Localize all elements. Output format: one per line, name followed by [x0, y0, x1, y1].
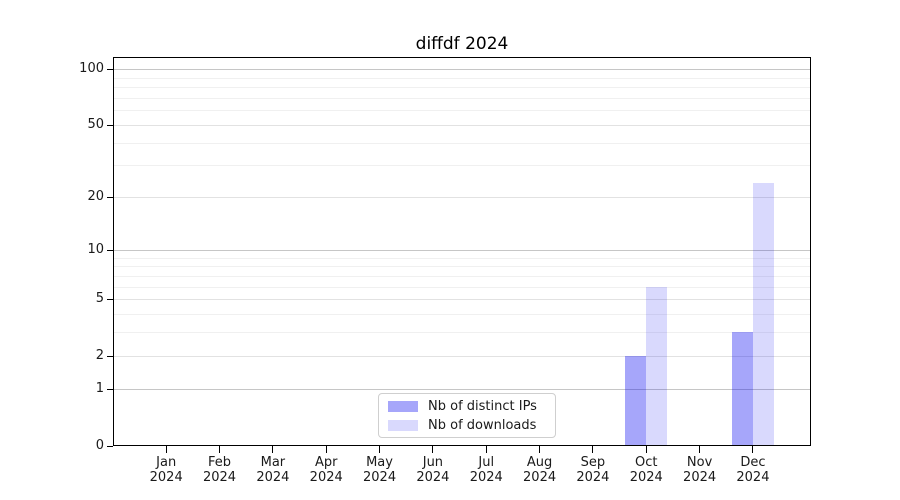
ytick-mark-10	[107, 249, 113, 251]
xtick-label-oct: Oct 2024	[614, 455, 678, 485]
gridline-y-7	[114, 275, 810, 277]
xtick-mark-jan	[165, 446, 167, 453]
bar-distinct-ips-dec	[731, 332, 753, 445]
ytick-mark-20	[107, 197, 113, 199]
legend: Nb of distinct IPs Nb of downloads	[378, 393, 556, 438]
xtick-label-nov: Nov 2024	[668, 455, 732, 485]
legend-label-downloads: Nb of downloads	[428, 417, 537, 433]
ytick-mark-0	[107, 445, 113, 447]
xtick-text: Mar	[260, 455, 286, 470]
xtick-text: 2024	[149, 470, 183, 485]
gridline-y-2	[114, 355, 810, 357]
xtick-mark-sep	[592, 446, 594, 453]
xtick-text: 2024	[629, 470, 663, 485]
xtick-label-feb: Feb 2024	[188, 455, 252, 485]
xtick-text: Jun	[422, 455, 444, 470]
plot-area	[113, 57, 811, 446]
xtick-text: May	[366, 455, 393, 470]
xtick-text: Sep	[580, 455, 606, 470]
xtick-label-apr: Apr 2024	[294, 455, 358, 485]
ytick-label-2: 2	[95, 347, 104, 363]
xtick-label-sep: Sep 2024	[561, 455, 625, 485]
ytick-label-1: 1	[95, 380, 104, 396]
ytick-label-10: 10	[87, 241, 104, 257]
ytick-mark-5	[107, 299, 113, 301]
xtick-text: 2024	[309, 470, 343, 485]
gridline-y-60	[114, 110, 810, 112]
gridline-y-50	[114, 124, 810, 126]
xtick-text: 2024	[683, 470, 717, 485]
xtick-mark-aug	[539, 446, 541, 453]
xtick-text: Aug	[526, 455, 553, 470]
xtick-text: 2024	[256, 470, 290, 485]
gridline-y-9	[114, 257, 810, 259]
legend-label-distinct-ips: Nb of distinct IPs	[428, 398, 537, 414]
xtick-mark-jul	[485, 446, 487, 453]
xtick-mark-jun	[432, 446, 434, 453]
xtick-label-jan: Jan 2024	[134, 455, 198, 485]
xtick-mark-feb	[219, 446, 221, 453]
chart-title: diffdf 2024	[415, 34, 509, 54]
ytick-mark-100	[107, 69, 113, 71]
xtick-text: Nov	[686, 455, 713, 470]
ytick-mark-50	[107, 124, 113, 126]
xtick-text: Apr	[314, 455, 338, 470]
xtick-text: Jul	[478, 455, 495, 470]
xtick-label-jul: Jul 2024	[454, 455, 518, 485]
gridline-y-10	[114, 249, 810, 251]
ytick-label-50: 50	[87, 116, 104, 132]
ytick-label-100: 100	[79, 61, 104, 77]
xtick-mark-mar	[272, 446, 274, 453]
xtick-mark-apr	[325, 446, 327, 453]
xtick-text: 2024	[202, 470, 237, 485]
ytick-mark-2	[107, 355, 113, 357]
ytick-label-5: 5	[95, 291, 104, 307]
gridline-y-5	[114, 299, 810, 301]
xtick-mark-dec	[752, 446, 754, 453]
xtick-label-dec: Dec 2024	[721, 455, 785, 485]
xtick-text: 2024	[363, 470, 397, 485]
gridline-y-100	[114, 69, 810, 71]
gridline-y-1	[114, 388, 810, 390]
xtick-label-aug: Aug 2024	[508, 455, 572, 485]
gridline-y-3	[114, 332, 810, 334]
legend-swatch-distinct-ips	[388, 400, 418, 412]
legend-entry-downloads: Nb of downloads	[388, 418, 546, 433]
legend-entry-distinct-ips: Nb of distinct IPs	[388, 399, 546, 414]
xtick-mark-nov	[699, 446, 701, 453]
gridline-y-70	[114, 97, 810, 99]
xtick-text: 2024	[469, 470, 503, 485]
bar-distinct-ips-oct	[625, 355, 647, 445]
xtick-mark-oct	[645, 446, 647, 453]
xtick-text: Dec	[740, 455, 766, 470]
xtick-text: Oct	[635, 455, 658, 470]
gridline-y-90	[114, 77, 810, 79]
gridline-y-20	[114, 197, 810, 199]
xtick-text: 2024	[576, 470, 610, 485]
xtick-label-mar: Mar 2024	[241, 455, 305, 485]
bar-downloads-dec	[752, 182, 774, 445]
gridline-y-80	[114, 87, 810, 89]
xtick-label-jun: Jun 2024	[401, 455, 465, 485]
ytick-label-20: 20	[87, 189, 104, 205]
bar-downloads-oct	[646, 286, 668, 445]
ytick-label-0: 0	[95, 437, 104, 453]
gridline-y-4	[114, 314, 810, 316]
xtick-label-may: May 2024	[348, 455, 412, 485]
xtick-text: 2024	[416, 470, 450, 485]
gridline-y-8	[114, 266, 810, 268]
xtick-mark-may	[379, 446, 381, 453]
gridline-y-6	[114, 286, 810, 288]
gridline-y-30	[114, 165, 810, 167]
xtick-text: 2024	[523, 470, 557, 485]
xtick-text: Jan	[156, 455, 177, 470]
gridline-y-40	[114, 142, 810, 144]
xtick-text: Feb	[208, 455, 232, 470]
legend-swatch-downloads	[388, 419, 418, 431]
xtick-text: 2024	[736, 470, 770, 485]
ytick-mark-1	[107, 388, 113, 390]
